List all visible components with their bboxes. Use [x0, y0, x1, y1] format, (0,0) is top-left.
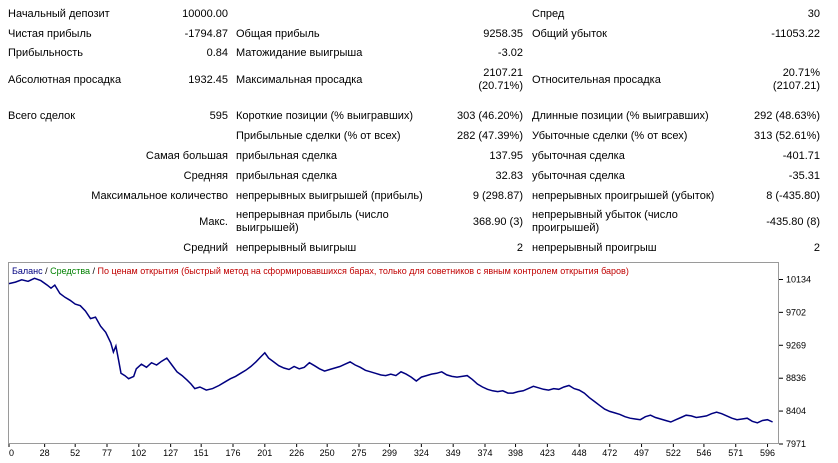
label-absolute-drawdown: Абсолютная просадка: [8, 74, 122, 86]
label-consecutive-wins: непрерывных выигрышей (прибыль): [236, 190, 423, 202]
x-tick-label: 596: [760, 448, 775, 458]
y-tick-label: 8836: [786, 373, 806, 383]
label-spread: Спред: [532, 8, 565, 20]
x-tick-label: 448: [572, 448, 587, 458]
label-expected-payoff: Матожидание выигрыша: [236, 47, 363, 59]
value-consecutive-profit: 368.90 (3): [472, 216, 523, 228]
x-tick-label: 497: [634, 448, 649, 458]
value-maximal-drawdown: 2107.21 (20.71%): [478, 67, 523, 92]
value-largest-profit: 137.95: [489, 150, 523, 162]
legend-balance: Баланс: [12, 266, 43, 276]
x-tick-label: 374: [477, 448, 492, 458]
label-consecutive-losses: непрерывных проигрышей (убыток): [532, 190, 715, 202]
label-gross-loss: Общий убыток: [532, 28, 607, 40]
y-tick-label: 9702: [786, 307, 806, 317]
x-tick-label: 102: [131, 448, 146, 458]
x-tick-label: 28: [40, 448, 50, 458]
x-tick-label: 324: [414, 448, 429, 458]
label-gross-profit: Общая прибыль: [236, 28, 320, 40]
x-tick-label: 571: [728, 448, 743, 458]
x-tick-label: 349: [446, 448, 461, 458]
x-tick-label: 176: [225, 448, 240, 458]
x-tick-label: 522: [666, 448, 681, 458]
label-average-consecutive: Средний: [183, 242, 228, 254]
x-tick-label: 77: [102, 448, 112, 458]
balance-chart: [8, 262, 779, 444]
legend-separator-2: /: [90, 266, 98, 276]
value-consecutive-loss: -435.80 (8): [766, 216, 820, 228]
label-short-positions: Короткие позиции (% выигравших): [236, 110, 414, 122]
x-tick-label: 226: [289, 448, 304, 458]
x-tick-label: 472: [602, 448, 617, 458]
label-loss-trades: Убыточные сделки (% от всех): [532, 130, 688, 142]
label-consecutive-wins-avg: непрерывный выигрыш: [236, 242, 357, 254]
x-tick-label: 127: [163, 448, 178, 458]
label-long-positions: Длинные позиции (% выигравших): [532, 110, 709, 122]
label-average-profit: прибыльная сделка: [236, 170, 338, 182]
x-tick-label: 201: [257, 448, 272, 458]
value-net-profit: -1794.87: [184, 28, 228, 40]
label-average-loss: убыточная сделка: [532, 170, 625, 182]
value-profit-trades: 282 (47.39%): [456, 130, 523, 142]
label-maximum-count: Максимальное количество: [91, 190, 228, 202]
legend-model: По ценам открытия (быстрый метод на сфор…: [97, 266, 629, 276]
y-tick-label: 8404: [786, 406, 806, 416]
value-absolute-drawdown: 1932.45: [188, 74, 228, 86]
value-short-positions: 303 (46.20%): [456, 110, 523, 122]
label-largest-loss: убыточная сделка: [532, 150, 625, 162]
label-initial-deposit: Начальный депозит: [8, 8, 110, 20]
chart-legend: Баланс / Средства / По ценам открытия (б…: [12, 266, 629, 277]
label-maximal: Макс.: [199, 216, 228, 228]
x-tick-label: 299: [382, 448, 397, 458]
value-relative-drawdown: 20.71% (2107.21): [772, 67, 820, 92]
value-expected-payoff: -3.02: [497, 47, 523, 59]
balance-line: [8, 277, 773, 424]
value-largest-loss: -401.71: [782, 150, 820, 162]
value-initial-deposit: 10000.00: [182, 8, 228, 20]
label-largest-profit: прибыльная сделка: [236, 150, 338, 162]
x-tick-label: 423: [540, 448, 555, 458]
y-tick-label: 7971: [786, 439, 806, 449]
value-consecutive-losses: 8 (-435.80): [766, 190, 820, 202]
label-net-profit: Чистая прибыль: [8, 28, 92, 40]
label-profit-trades: Прибыльные сделки (% от всех): [236, 130, 401, 142]
x-tick-label: 0: [9, 448, 14, 458]
value-long-positions: 292 (48.63%): [753, 110, 820, 122]
x-tick-label: 151: [194, 448, 209, 458]
x-tick-label: 398: [508, 448, 523, 458]
value-loss-trades: 313 (52.61%): [753, 130, 820, 142]
legend-equity: Средства: [50, 266, 91, 276]
label-consecutive-loss: непрерывный убыток (число проигрышей): [532, 209, 678, 234]
label-average: Средняя: [183, 170, 228, 182]
value-consecutive-losses-avg: 2: [813, 242, 820, 254]
x-tick-label: 52: [70, 448, 80, 458]
value-consecutive-wins-avg: 2: [516, 242, 523, 254]
value-total-trades: 595: [209, 110, 228, 122]
label-consecutive-losses-avg: непрерывный проигрыш: [532, 242, 657, 254]
label-total-trades: Всего сделок: [8, 110, 76, 122]
value-average-loss: -35.31: [788, 170, 820, 182]
label-profit-factor: Прибыльность: [8, 47, 83, 59]
legend-separator-1: /: [42, 266, 51, 276]
y-tick-label: 10134: [786, 274, 811, 284]
label-largest: Самая большая: [145, 150, 228, 162]
value-consecutive-wins: 9 (298.87): [472, 190, 523, 202]
label-relative-drawdown: Относительная просадка: [532, 74, 661, 86]
value-spread: 30: [807, 8, 820, 20]
x-tick-label: 546: [696, 448, 711, 458]
value-gross-loss: -11053.22: [771, 28, 820, 40]
x-tick-label: 250: [320, 448, 335, 458]
value-gross-profit: 9258.35: [483, 28, 523, 40]
label-consecutive-profit: непрерывная прибыль (число выигрышей): [236, 209, 389, 234]
y-tick-label: 9269: [786, 340, 806, 350]
label-maximal-drawdown: Максимальная просадка: [236, 74, 363, 86]
value-average-profit: 32.83: [495, 170, 523, 182]
x-tick-label: 275: [351, 448, 366, 458]
value-profit-factor: 0.84: [206, 47, 228, 59]
